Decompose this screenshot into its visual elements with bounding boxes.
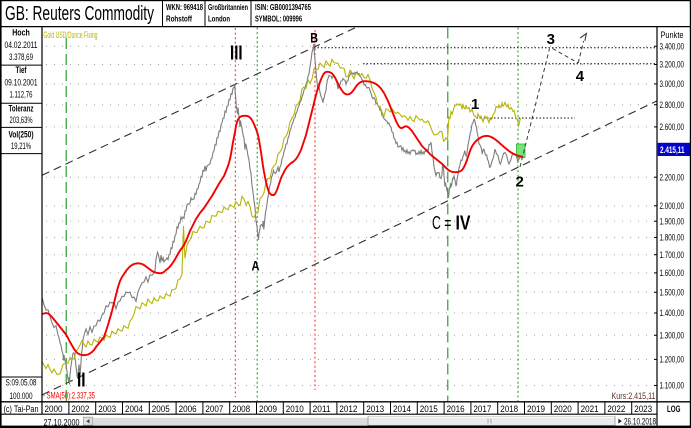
svg-text:2.200,00: 2.200,00	[660, 172, 685, 182]
svg-text:II: II	[77, 369, 86, 391]
svg-text:Großbritannien: Großbritannien	[208, 2, 248, 12]
svg-text:2006: 2006	[179, 404, 197, 415]
svg-text:Gold USD/Ounce Fixing: Gold USD/Ounce Fixing	[44, 30, 98, 40]
svg-text:2.415,11: 2.415,11	[660, 145, 685, 155]
svg-text:2015: 2015	[420, 404, 438, 415]
svg-text:2010: 2010	[286, 404, 304, 415]
svg-text:1.500,00: 1.500,00	[660, 287, 685, 297]
svg-text:2022: 2022	[607, 404, 625, 415]
svg-text:3.000,00: 3.000,00	[660, 79, 685, 89]
svg-text:LOG: LOG	[667, 404, 681, 415]
svg-text:1.700,00: 1.700,00	[660, 250, 685, 260]
svg-text:1.100,00: 1.100,00	[660, 381, 685, 391]
svg-text:1.900,00: 1.900,00	[660, 216, 685, 226]
svg-text:2016: 2016	[447, 404, 465, 415]
svg-text:1: 1	[471, 96, 479, 113]
svg-text:2020: 2020	[554, 404, 572, 415]
svg-text:Tief: Tief	[16, 65, 28, 75]
svg-text:C =: C =	[432, 213, 452, 233]
svg-text:2018: 2018	[500, 404, 518, 415]
svg-text:Toleranz: Toleranz	[9, 104, 34, 114]
svg-text:2004: 2004	[125, 404, 143, 415]
svg-text:III: III	[230, 42, 243, 64]
svg-text:WKN: 969418: WKN: 969418	[166, 2, 203, 12]
svg-text:2.600,00: 2.600,00	[660, 122, 685, 132]
svg-text:1.112,76: 1.112,76	[10, 90, 33, 100]
svg-text:4: 4	[576, 68, 585, 85]
svg-text:(c) Tai-Pan: (c) Tai-Pan	[4, 404, 39, 414]
svg-text:A: A	[252, 258, 260, 274]
svg-text:Rohstoff: Rohstoff	[166, 14, 192, 24]
svg-text:2002: 2002	[71, 404, 89, 415]
svg-text:ISIN: GB0001394765: ISIN: GB0001394765	[255, 2, 311, 12]
svg-text:Hoch: Hoch	[12, 27, 30, 37]
svg-text:19,21%: 19,21%	[11, 141, 31, 151]
svg-text:Punkte: Punkte	[661, 30, 684, 40]
svg-text:2000: 2000	[45, 404, 63, 415]
svg-text:26.10.2018: 26.10.2018	[624, 417, 656, 427]
svg-text:London: London	[208, 14, 230, 24]
svg-text:B: B	[310, 29, 318, 45]
svg-text:Kurs:2.415,11: Kurs:2.415,11	[612, 391, 656, 401]
svg-text:2019: 2019	[527, 404, 545, 415]
svg-text:1.300,00: 1.300,00	[660, 330, 685, 340]
svg-text:S:09.05.08: S:09.05.08	[6, 378, 37, 388]
svg-text:1.200,00: 1.200,00	[660, 355, 685, 365]
svg-text:2005: 2005	[152, 404, 170, 415]
svg-text:27.10.2000: 27.10.2000	[44, 417, 80, 427]
svg-text:Vol(250): Vol(250)	[9, 129, 34, 139]
svg-text:2017: 2017	[473, 404, 491, 415]
svg-text:2: 2	[516, 174, 524, 191]
svg-text:1.800,00: 1.800,00	[660, 233, 685, 243]
svg-text:IV: IV	[456, 213, 472, 235]
svg-text:3.378,69: 3.378,69	[9, 52, 33, 62]
svg-text:2013: 2013	[366, 404, 384, 415]
svg-text:04.02.2011: 04.02.2011	[5, 40, 38, 50]
svg-text:3: 3	[547, 31, 555, 48]
svg-text:3.200,00: 3.200,00	[660, 60, 685, 70]
svg-text:2023: 2023	[634, 404, 652, 415]
svg-text:09.10.2001: 09.10.2001	[5, 77, 38, 87]
svg-text:2009: 2009	[259, 404, 277, 415]
svg-text:2011: 2011	[313, 404, 331, 415]
svg-text:100.000: 100.000	[10, 391, 33, 401]
svg-text:203,63%: 203,63%	[10, 115, 33, 125]
svg-text:1.400,00: 1.400,00	[660, 308, 685, 318]
svg-text:1.600,00: 1.600,00	[660, 268, 685, 278]
svg-text:GB: Reuters Commodity: GB: Reuters Commodity	[5, 2, 154, 25]
svg-text:2.800,00: 2.800,00	[660, 100, 685, 110]
svg-text:2.000,00: 2.000,00	[660, 201, 685, 211]
svg-text:2008: 2008	[232, 404, 250, 415]
svg-text:2003: 2003	[98, 404, 116, 415]
svg-text:2012: 2012	[339, 404, 357, 415]
svg-text:2021: 2021	[581, 404, 599, 415]
svg-text:2007: 2007	[205, 404, 223, 415]
svg-text:- SMA(50):2.337,35: - SMA(50):2.337,35	[43, 391, 95, 401]
svg-text:3.400,00: 3.400,00	[660, 41, 685, 51]
svg-text:2014: 2014	[393, 404, 411, 415]
svg-text:SYMBOL: 009996: SYMBOL: 009996	[255, 14, 302, 24]
